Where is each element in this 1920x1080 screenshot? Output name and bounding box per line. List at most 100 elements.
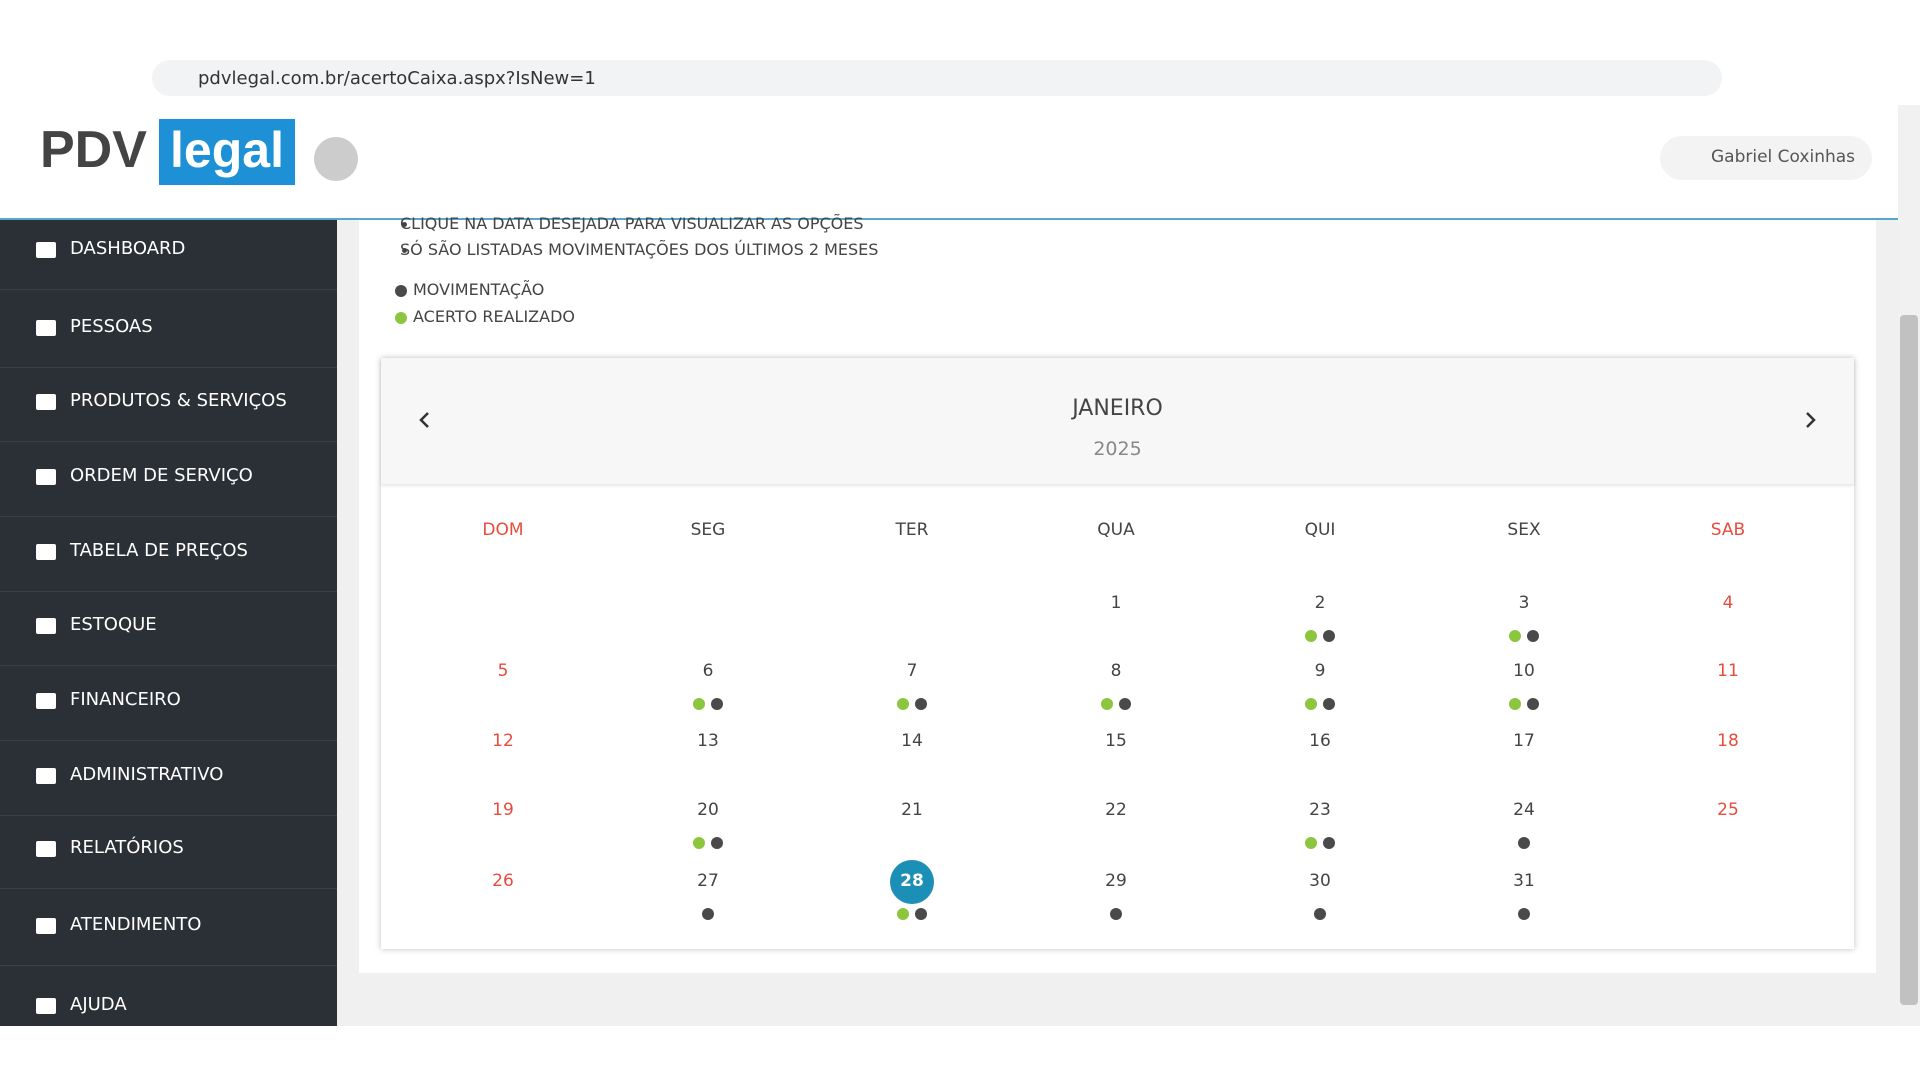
day[interactable]: 25 xyxy=(1717,800,1739,820)
day[interactable]: 26 xyxy=(492,871,514,891)
day[interactable]: 19 xyxy=(492,800,514,820)
sidebar-item[interactable]: PESSOAS xyxy=(0,294,337,368)
legend-label: MOVIMENTAÇÃO xyxy=(413,280,545,299)
sidebar-icon xyxy=(36,618,56,634)
sidebar-item[interactable]: ATENDIMENTO xyxy=(0,892,337,966)
dot-acerto xyxy=(897,698,909,710)
user-name[interactable]: Gabriel Coxinhas xyxy=(1711,147,1856,167)
address-bar[interactable] xyxy=(152,60,1722,96)
selected-day[interactable] xyxy=(890,860,934,904)
scrollbar-thumb[interactable] xyxy=(1900,315,1918,1005)
dot-acerto xyxy=(693,698,705,710)
weekday: SAB xyxy=(1710,520,1746,540)
dot-acerto xyxy=(1101,698,1113,710)
legend-dot xyxy=(395,311,407,324)
sidebar-icon xyxy=(36,693,56,709)
sidebar-label: ADMINISTRATIVO xyxy=(70,764,224,785)
day[interactable]: 14 xyxy=(901,731,923,751)
logo-right[interactable]: legal xyxy=(159,119,295,185)
day[interactable]: 13 xyxy=(697,731,719,751)
sidebar-icon xyxy=(36,841,56,857)
day[interactable]: 9 xyxy=(1314,661,1326,681)
prev-month[interactable] xyxy=(415,410,435,430)
user-menu[interactable] xyxy=(1660,136,1872,180)
dot-movimentacao xyxy=(1314,908,1326,920)
day[interactable]: 24 xyxy=(1513,800,1535,820)
sidebar-item[interactable]: FINANCEIRO xyxy=(0,667,337,741)
day[interactable]: 6 xyxy=(702,661,714,681)
dot-acerto xyxy=(1305,630,1317,642)
menu-toggle[interactable] xyxy=(314,137,358,181)
next-month[interactable] xyxy=(1800,410,1820,430)
day[interactable]: 8 xyxy=(1110,661,1122,681)
sidebar-icon xyxy=(36,998,56,1014)
sidebar-label: TABELA DE PREÇOS xyxy=(70,540,248,561)
day[interactable]: 16 xyxy=(1309,731,1331,751)
day[interactable]: 29 xyxy=(1105,871,1127,891)
day[interactable]: 28 xyxy=(900,871,924,891)
legend-item: ACERTO REALIZADO xyxy=(395,307,575,326)
sidebar-label: PRODUTOS & SERVIÇOS xyxy=(70,390,287,411)
day[interactable]: 1 xyxy=(1110,593,1122,613)
day[interactable]: 18 xyxy=(1717,731,1739,751)
legend-item: MOVIMENTAÇÃO xyxy=(395,280,544,299)
day[interactable]: 22 xyxy=(1105,800,1127,820)
sidebar-item[interactable]: DASHBOARD xyxy=(0,220,337,290)
day[interactable]: 12 xyxy=(492,731,514,751)
day[interactable]: 2 xyxy=(1314,593,1326,613)
dot-acerto xyxy=(897,908,909,920)
calendar-month: JANEIRO xyxy=(1072,396,1163,421)
dot-acerto xyxy=(1305,698,1317,710)
sidebar-label: RELATÓRIOS xyxy=(70,837,184,858)
weekday: SEG xyxy=(690,520,726,540)
bullet xyxy=(402,222,407,227)
day[interactable]: 31 xyxy=(1513,871,1535,891)
day[interactable]: 30 xyxy=(1309,871,1331,891)
day[interactable]: 27 xyxy=(697,871,719,891)
dot-acerto xyxy=(693,837,705,849)
sidebar-icon xyxy=(36,394,56,410)
logo-left[interactable]: PDV xyxy=(40,121,147,179)
dot-acerto xyxy=(1509,630,1521,642)
note: CLIQUE NA DATA DESEJADA PARA VISUALIZAR … xyxy=(400,214,864,233)
sidebar-item[interactable]: TABELA DE PREÇOS xyxy=(0,518,337,592)
url[interactable]: pdvlegal.com.br/acertoCaixa.aspx?IsNew=1 xyxy=(198,68,596,89)
day[interactable]: 20 xyxy=(697,800,719,820)
day[interactable]: 7 xyxy=(906,661,918,681)
dot-movimentacao xyxy=(1110,908,1122,920)
sidebar-item[interactable]: PRODUTOS & SERVIÇOS xyxy=(0,368,337,442)
day[interactable]: 5 xyxy=(497,661,509,681)
day[interactable]: 4 xyxy=(1722,593,1734,613)
sidebar-item[interactable]: ESTOQUE xyxy=(0,592,337,666)
sidebar-item[interactable]: ADMINISTRATIVO xyxy=(0,742,337,816)
sidebar-icon xyxy=(36,918,56,934)
dot-movimentacao xyxy=(1323,698,1335,710)
day[interactable]: 11 xyxy=(1717,661,1739,681)
legend-dot xyxy=(395,284,407,297)
sidebar-label: FINANCEIRO xyxy=(70,689,181,710)
sidebar-icon xyxy=(36,768,56,784)
weekday: TER xyxy=(895,520,929,540)
sidebar-item[interactable]: RELATÓRIOS xyxy=(0,815,337,889)
sidebar-item[interactable]: AJUDA xyxy=(0,972,337,1026)
sidebar-item[interactable]: ORDEM DE SERVIÇO xyxy=(0,443,337,517)
day[interactable]: 23 xyxy=(1309,800,1331,820)
weekday: QUI xyxy=(1304,520,1336,540)
day[interactable]: 15 xyxy=(1105,731,1127,751)
dot-movimentacao xyxy=(1119,698,1131,710)
dot-acerto xyxy=(1305,837,1317,849)
dot-movimentacao xyxy=(1323,630,1335,642)
day[interactable]: 10 xyxy=(1513,661,1535,681)
dot-movimentacao xyxy=(1527,698,1539,710)
dot-movimentacao xyxy=(711,837,723,849)
calendar-header xyxy=(381,358,1854,484)
day[interactable]: 21 xyxy=(901,800,923,820)
day[interactable]: 17 xyxy=(1513,731,1535,751)
sidebar-label: ORDEM DE SERVIÇO xyxy=(70,465,253,486)
sidebar-icon xyxy=(36,544,56,560)
day[interactable]: 3 xyxy=(1518,593,1530,613)
sidebar-icon xyxy=(36,320,56,336)
sidebar-label: PESSOAS xyxy=(70,316,153,337)
dot-movimentacao xyxy=(702,908,714,920)
